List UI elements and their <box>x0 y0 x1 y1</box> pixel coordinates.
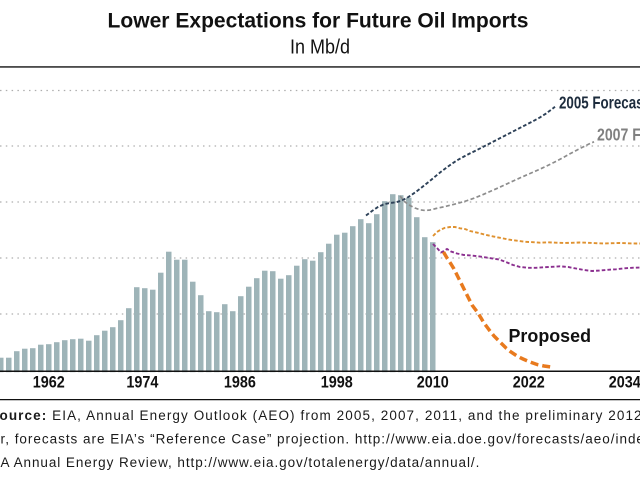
svg-text:In Mb/d: In Mb/d <box>290 37 350 59</box>
svg-text:1962: 1962 <box>33 373 65 391</box>
svg-text:1998: 1998 <box>321 373 353 391</box>
svg-text:1974: 1974 <box>126 373 159 391</box>
svg-text:r, forecasts are EIA’s “Refere: r, forecasts are EIA’s “Reference Case” … <box>1 432 640 447</box>
svg-text:Proposed: Proposed <box>509 325 592 346</box>
svg-text:2010: 2010 <box>417 373 449 391</box>
svg-text:2007 Forecast: 2007 Forecast <box>597 125 640 145</box>
svg-text:Lower Expectations for Future: Lower Expectations for Future Oil Import… <box>108 9 529 33</box>
svg-text:1986: 1986 <box>224 373 256 391</box>
svg-text:A Annual Energy Review, http:/: A Annual Energy Review, http://www.eia.g… <box>1 455 481 470</box>
svg-text:2005 Forecast: 2005 Forecast <box>559 93 640 113</box>
svg-text:2034: 2034 <box>609 373 640 391</box>
svg-text:ource: EIA, Annual Energy Outl: ource: EIA, Annual Energy Outlook (AEO) … <box>0 408 640 423</box>
svg-text:2022: 2022 <box>513 373 545 391</box>
